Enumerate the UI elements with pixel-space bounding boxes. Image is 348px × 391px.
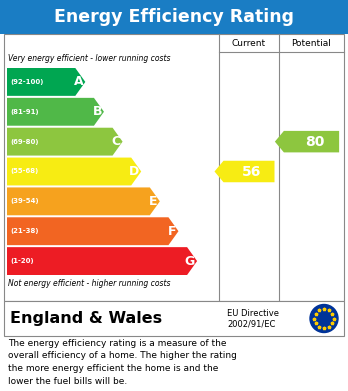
Polygon shape xyxy=(7,217,179,245)
Text: The energy efficiency rating is a measure of the
overall efficiency of a home. T: The energy efficiency rating is a measur… xyxy=(8,339,237,386)
Polygon shape xyxy=(7,128,122,156)
Text: EU Directive
2002/91/EC: EU Directive 2002/91/EC xyxy=(227,309,279,328)
Text: Not energy efficient - higher running costs: Not energy efficient - higher running co… xyxy=(8,279,171,288)
Text: Current: Current xyxy=(232,38,266,47)
Text: G: G xyxy=(185,255,195,267)
Text: (21-38): (21-38) xyxy=(10,228,39,234)
Text: A: A xyxy=(74,75,83,88)
Text: (39-54): (39-54) xyxy=(10,198,39,204)
Polygon shape xyxy=(7,187,160,215)
Text: (81-91): (81-91) xyxy=(10,109,39,115)
Polygon shape xyxy=(275,131,339,152)
Polygon shape xyxy=(214,161,275,182)
Text: 56: 56 xyxy=(242,165,262,179)
Text: F: F xyxy=(168,225,176,238)
Text: (92-100): (92-100) xyxy=(10,79,44,85)
Bar xyxy=(4,34,344,301)
Polygon shape xyxy=(7,68,85,96)
Text: Potential: Potential xyxy=(292,38,331,47)
Text: C: C xyxy=(111,135,120,148)
Text: Energy Efficiency Rating: Energy Efficiency Rating xyxy=(54,8,294,26)
Text: (55-68): (55-68) xyxy=(10,169,38,174)
Text: Very energy efficient - lower running costs: Very energy efficient - lower running co… xyxy=(8,54,171,63)
Bar xyxy=(0,0,348,34)
Text: E: E xyxy=(149,195,158,208)
Polygon shape xyxy=(7,247,197,275)
Polygon shape xyxy=(7,158,141,185)
Text: 80: 80 xyxy=(305,135,324,149)
Polygon shape xyxy=(7,98,104,126)
Circle shape xyxy=(310,305,338,332)
Text: B: B xyxy=(93,105,102,118)
Bar xyxy=(4,301,344,336)
Text: D: D xyxy=(129,165,139,178)
Text: (69-80): (69-80) xyxy=(10,139,39,145)
Text: (1-20): (1-20) xyxy=(10,258,34,264)
Text: England & Wales: England & Wales xyxy=(10,311,162,326)
